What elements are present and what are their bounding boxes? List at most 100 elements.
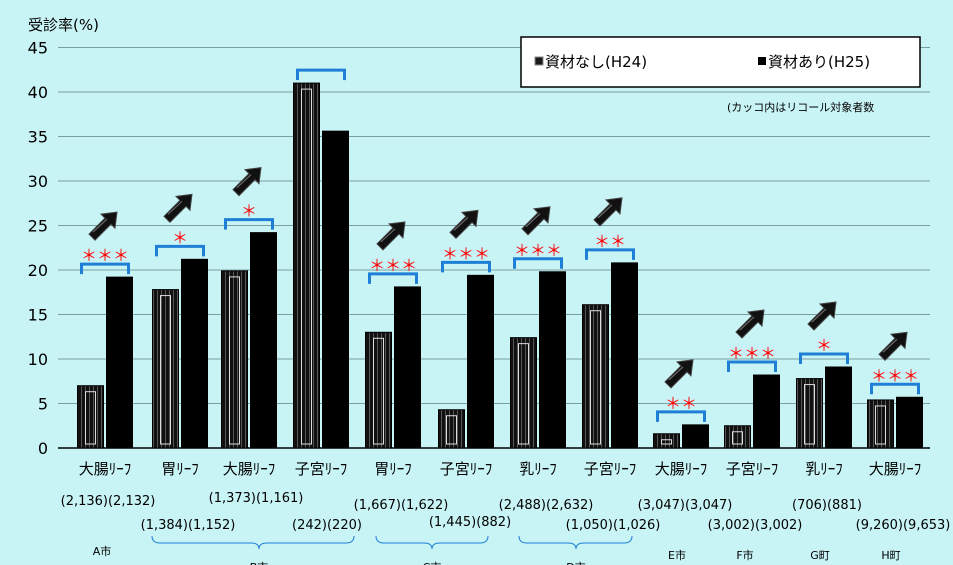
increase-arrow-icon	[376, 221, 406, 251]
bar-h25	[467, 274, 494, 449]
bar-h25	[825, 366, 852, 449]
category-label: 胃ﾘｰﾌ	[374, 460, 412, 478]
bar-h24	[293, 82, 320, 449]
bar-h24	[582, 304, 609, 449]
significance-mark: ＊	[241, 202, 257, 221]
category-label: 乳ﾘｰﾌ	[519, 460, 557, 478]
y-tick-label: 45	[28, 39, 48, 58]
bar-h25	[682, 424, 709, 449]
bar-h24-inner	[661, 439, 672, 445]
bar-h24	[221, 270, 248, 449]
significance-mark: ＊＊＊	[514, 241, 562, 260]
significance-mark: ＊＊＊	[369, 256, 417, 275]
recall-count: (706)(881)	[792, 498, 862, 513]
y-axis-title: 受診率(%)	[28, 16, 99, 34]
increase-arrow-icon	[735, 309, 765, 339]
comparison-bracket	[585, 248, 635, 260]
legend-swatch-h24	[534, 56, 544, 66]
recall-count: (2,136)(2,132)	[61, 494, 156, 509]
bar-h24-inner	[590, 310, 601, 445]
city-group-brace	[151, 535, 355, 550]
increase-arrow-icon	[878, 331, 908, 361]
comparison-bracket	[513, 257, 563, 269]
bar-h24-inner	[160, 295, 171, 445]
comparison-bracket	[80, 262, 130, 275]
comparison-bracket	[296, 68, 346, 81]
legend-label-h24: 資材なし(H24)	[545, 53, 647, 71]
category-label: 子宮ﾘｰﾌ	[726, 460, 779, 478]
city-label: G町	[810, 549, 830, 562]
comparison-bracket	[368, 272, 418, 284]
bar-h24-inner	[446, 415, 457, 445]
significance-mark: ＊＊＊	[81, 246, 129, 265]
bar-h24	[796, 378, 823, 449]
city-label: A市	[93, 544, 112, 558]
legend-box	[520, 36, 921, 88]
bar-h24	[867, 399, 894, 449]
legend: 資材なし(H24) 資材あり(H25)	[520, 36, 921, 88]
city-group-brace	[518, 535, 633, 550]
bar-h24-inner	[373, 337, 384, 445]
y-tick-label: 20	[28, 261, 48, 280]
bar-h25	[250, 232, 277, 449]
annotations: ＊＊＊＊＊＊＊＊＊＊＊ ＊＊＊ ＊＊＊＊＊＊＊ ＊＊＊＊	[80, 68, 920, 422]
y-axis: 0 5 10 15 20 25 30 35 40 45	[28, 39, 48, 459]
y-tick-label: 15	[28, 306, 48, 325]
category-label: 子宮ﾘｰﾌ	[440, 460, 493, 478]
bar-h24	[724, 425, 751, 449]
comparison-bracket	[155, 244, 205, 257]
category-label: 大腸ﾘｰﾌ	[655, 460, 708, 478]
significance-mark: ＊＊＊	[442, 244, 490, 263]
category-labels: 大腸ﾘｰﾌ 胃ﾘｰﾌ 大腸ﾘｰﾌ 子宮ﾘｰﾌ 胃ﾘｰﾌ 子宮ﾘｰﾌ 乳ﾘｰﾌ 子宮ﾘｰﾌ 大腸ﾘ…	[79, 460, 922, 478]
bar-h24-inner	[518, 343, 529, 445]
legend-label-h25: 資材あり(H25)	[768, 53, 870, 71]
recall-count: (1,050)(1,026)	[566, 518, 661, 533]
bar-h24-inner	[85, 391, 96, 445]
category-label: 胃ﾘｰﾌ	[161, 460, 199, 478]
city-groups: (2,136)(2,132) (1,384)(1,152) (1,373)(1,16…	[61, 491, 951, 565]
increase-arrow-icon	[232, 167, 262, 197]
bar-h24-inner	[301, 88, 312, 445]
bar-h24-inner	[732, 431, 743, 445]
city-group-brace	[375, 535, 489, 550]
city-label: B市	[250, 560, 269, 565]
significance-mark: ＊	[816, 336, 832, 355]
bar-h24	[653, 433, 680, 449]
recall-count: (1,373)(1,161)	[209, 491, 304, 506]
bars	[77, 82, 923, 449]
significance-mark: ＊＊＊	[728, 344, 776, 363]
y-tick-label: 35	[28, 128, 48, 147]
y-tick-label: 30	[28, 172, 48, 191]
increase-arrow-icon	[807, 301, 837, 331]
comparison-bracket	[224, 218, 274, 230]
significance-mark: ＊＊	[594, 232, 626, 251]
city-label: H町	[881, 549, 900, 562]
city-label: E市	[668, 548, 686, 562]
recall-count: (1,445)(882)	[429, 515, 511, 530]
bar-h25	[896, 396, 923, 449]
recall-count: (9,260)(9,653)	[856, 518, 951, 533]
increase-arrow-icon	[521, 206, 551, 236]
increase-arrow-icon	[593, 197, 623, 227]
increase-arrow-icon	[88, 211, 118, 241]
city-label: F市	[736, 548, 753, 562]
comparison-bracket	[799, 352, 849, 365]
bar-h24-inner	[229, 276, 240, 445]
category-label: 大腸ﾘｰﾌ	[79, 460, 132, 478]
category-label: 子宮ﾘｰﾌ	[295, 460, 348, 478]
bar-h25	[394, 286, 421, 449]
significance-mark: ＊	[172, 228, 188, 247]
category-label: 子宮ﾘｰﾌ	[584, 460, 637, 478]
increase-arrow-icon	[664, 359, 694, 389]
city-label: D市	[566, 560, 585, 565]
bar-h24-inner	[875, 405, 886, 445]
category-label: 乳ﾘｰﾌ	[805, 460, 843, 478]
recall-count: (1,667)(1,622)	[354, 498, 449, 513]
recall-count: (1,384)(1,152)	[141, 518, 236, 533]
significance-mark: ＊＊	[665, 394, 697, 413]
bar-h24	[365, 331, 392, 449]
bar-h25	[611, 262, 638, 449]
bar-h25	[106, 276, 133, 449]
comparison-bracket	[656, 410, 706, 422]
